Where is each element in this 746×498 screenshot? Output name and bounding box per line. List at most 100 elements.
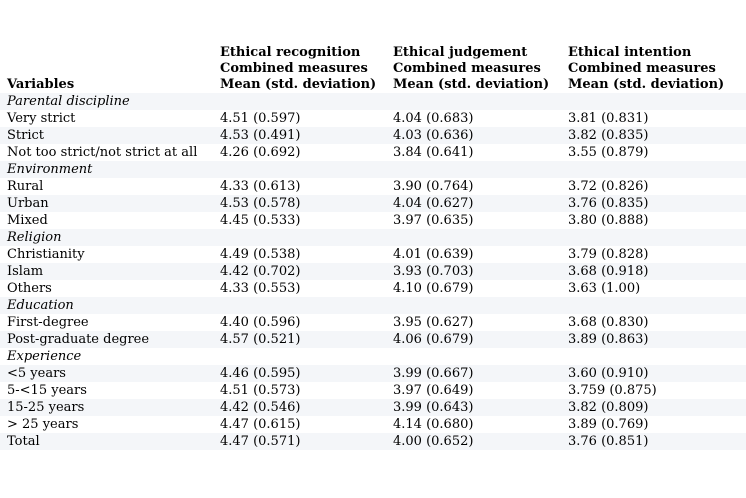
row-value-ethical-judgement: 4.03 (0.636) <box>393 128 474 143</box>
row-label: Education <box>7 298 74 313</box>
row-label: > 25 years <box>7 417 79 432</box>
table-row: Post-graduate degree 4.57 (0.521) 4.06 (… <box>0 331 746 348</box>
row-value-ethical-recognition: 4.42 (0.546) <box>220 400 301 415</box>
row-label: Others <box>7 281 52 296</box>
row-value-ethical-judgement: 3.97 (0.635) <box>393 213 474 228</box>
row-value-ethical-recognition: 4.26 (0.692) <box>220 145 301 160</box>
row-label: Experience <box>7 349 82 364</box>
row-value-ethical-intention <box>568 348 746 365</box>
row-value-ethical-intention <box>568 229 746 246</box>
row-value-ethical-recognition: 4.47 (0.615) <box>220 417 301 432</box>
row-value-ethical-intention <box>568 93 746 110</box>
column-title: Ethical intention <box>568 45 692 60</box>
row-label: Not too strict/not strict at all <box>7 145 198 160</box>
row-value-ethical-recognition: 4.33 (0.613) <box>220 179 301 194</box>
column-header-ethical-judgement: Ethical judgement Combined measures Mean… <box>393 45 568 93</box>
row-value-ethical-judgement: 4.10 (0.679) <box>393 281 474 296</box>
row-value-ethical-intention: 3.68 (0.918) <box>568 264 649 279</box>
group-header-row: Parental discipline <box>0 93 746 110</box>
table-row: Islam 4.42 (0.702) 3.93 (0.703) 3.68 (0.… <box>0 263 746 280</box>
row-value-ethical-intention: 3.68 (0.830) <box>568 315 649 330</box>
row-value-ethical-recognition: 4.49 (0.538) <box>220 247 301 262</box>
row-value-ethical-judgement: 3.84 (0.641) <box>393 145 474 160</box>
row-value-ethical-intention: 3.60 (0.910) <box>568 366 649 381</box>
row-value-ethical-recognition: 4.47 (0.571) <box>220 434 301 449</box>
group-header-row: Education <box>0 297 746 314</box>
row-value-ethical-recognition <box>220 161 393 178</box>
row-value-ethical-judgement: 4.06 (0.679) <box>393 332 474 347</box>
group-header-row: Experience <box>0 348 746 365</box>
table-row: 5-<15 years 4.51 (0.573) 3.97 (0.649) 3.… <box>0 382 746 399</box>
row-value-ethical-recognition: 4.46 (0.595) <box>220 366 301 381</box>
row-value-ethical-judgement: 4.04 (0.683) <box>393 111 474 126</box>
row-value-ethical-recognition <box>220 93 393 110</box>
table-row: 15-25 years 4.42 (0.546) 3.99 (0.643) 3.… <box>0 399 746 416</box>
row-value-ethical-judgement: 4.01 (0.639) <box>393 247 474 262</box>
row-value-ethical-judgement: 3.93 (0.703) <box>393 264 474 279</box>
row-label: Strict <box>7 128 45 143</box>
statistics-table: Variables Ethical recognition Combined m… <box>0 45 746 450</box>
group-header-row: Religion <box>0 229 746 246</box>
table-row: First-degree 4.40 (0.596) 3.95 (0.627) 3… <box>0 314 746 331</box>
table-row: Christianity 4.49 (0.538) 4.01 (0.639) 3… <box>0 246 746 263</box>
row-label: <5 years <box>7 366 66 381</box>
row-value-ethical-judgement <box>393 229 568 246</box>
row-value-ethical-judgement <box>393 348 568 365</box>
row-value-ethical-intention: 3.55 (0.879) <box>568 145 649 160</box>
row-value-ethical-judgement: 3.95 (0.627) <box>393 315 474 330</box>
row-value-ethical-recognition <box>220 348 393 365</box>
column-title: Ethical judgement <box>393 45 528 60</box>
row-value-ethical-intention: 3.76 (0.835) <box>568 196 649 211</box>
table-row: Mixed 4.45 (0.533) 3.97 (0.635) 3.80 (0.… <box>0 212 746 229</box>
table-row: Total 4.47 (0.571) 4.00 (0.652) 3.76 (0.… <box>0 433 746 450</box>
row-value-ethical-recognition <box>220 229 393 246</box>
row-value-ethical-judgement: 3.99 (0.667) <box>393 366 474 381</box>
column-title: Ethical recognition <box>220 45 361 60</box>
row-value-ethical-intention: 3.89 (0.769) <box>568 417 649 432</box>
column-subtitle: Combined measures <box>220 61 368 76</box>
table-row: Very strict 4.51 (0.597) 4.04 (0.683) 3.… <box>0 110 746 127</box>
row-value-ethical-recognition: 4.33 (0.553) <box>220 281 301 296</box>
column-measure: Mean (std. deviation) <box>393 77 550 92</box>
row-label: Urban <box>7 196 49 211</box>
table-header-row: Variables Ethical recognition Combined m… <box>0 45 746 93</box>
row-value-ethical-judgement: 4.00 (0.652) <box>393 434 474 449</box>
row-value-ethical-intention: 3.80 (0.888) <box>568 213 649 228</box>
table-row: Others 4.33 (0.553) 4.10 (0.679) 3.63 (1… <box>0 280 746 297</box>
group-header-row: Environment <box>0 161 746 178</box>
row-value-ethical-recognition: 4.51 (0.573) <box>220 383 301 398</box>
row-value-ethical-recognition: 4.53 (0.491) <box>220 128 301 143</box>
row-value-ethical-recognition: 4.45 (0.533) <box>220 213 301 228</box>
row-label: Post-graduate degree <box>7 332 150 347</box>
row-label: Very strict <box>7 111 76 126</box>
row-label: Environment <box>7 162 93 177</box>
row-value-ethical-recognition: 4.53 (0.578) <box>220 196 301 211</box>
row-label: Islam <box>7 264 44 279</box>
row-value-ethical-intention: 3.81 (0.831) <box>568 111 649 126</box>
column-measure: Mean (std. deviation) <box>568 77 725 92</box>
row-value-ethical-intention: 3.759 (0.875) <box>568 383 657 398</box>
row-value-ethical-intention: 3.89 (0.863) <box>568 332 649 347</box>
row-value-ethical-intention: 3.76 (0.851) <box>568 434 649 449</box>
column-header-ethical-recognition: Ethical recognition Combined measures Me… <box>220 45 393 93</box>
column-measure: Mean (std. deviation) <box>220 77 377 92</box>
row-label: Mixed <box>7 213 48 228</box>
row-value-ethical-recognition: 4.51 (0.597) <box>220 111 301 126</box>
row-value-ethical-intention: 3.82 (0.809) <box>568 400 649 415</box>
row-label: Christianity <box>7 247 85 262</box>
column-header-variables: Variables <box>7 77 75 92</box>
table-row: > 25 years 4.47 (0.615) 4.14 (0.680) 3.8… <box>0 416 746 433</box>
row-value-ethical-intention: 3.82 (0.835) <box>568 128 649 143</box>
column-subtitle: Combined measures <box>568 61 716 76</box>
row-value-ethical-intention: 3.63 (1.00) <box>568 281 641 296</box>
table-row: Urban 4.53 (0.578) 4.04 (0.627) 3.76 (0.… <box>0 195 746 212</box>
row-label: Parental discipline <box>7 94 130 109</box>
row-value-ethical-judgement: 4.04 (0.627) <box>393 196 474 211</box>
row-label: Rural <box>7 179 44 194</box>
row-value-ethical-recognition: 4.42 (0.702) <box>220 264 301 279</box>
row-value-ethical-judgement <box>393 297 568 314</box>
column-subtitle: Combined measures <box>393 61 541 76</box>
row-label: 5-<15 years <box>7 383 87 398</box>
row-value-ethical-recognition: 4.40 (0.596) <box>220 315 301 330</box>
row-label: Religion <box>7 230 62 245</box>
